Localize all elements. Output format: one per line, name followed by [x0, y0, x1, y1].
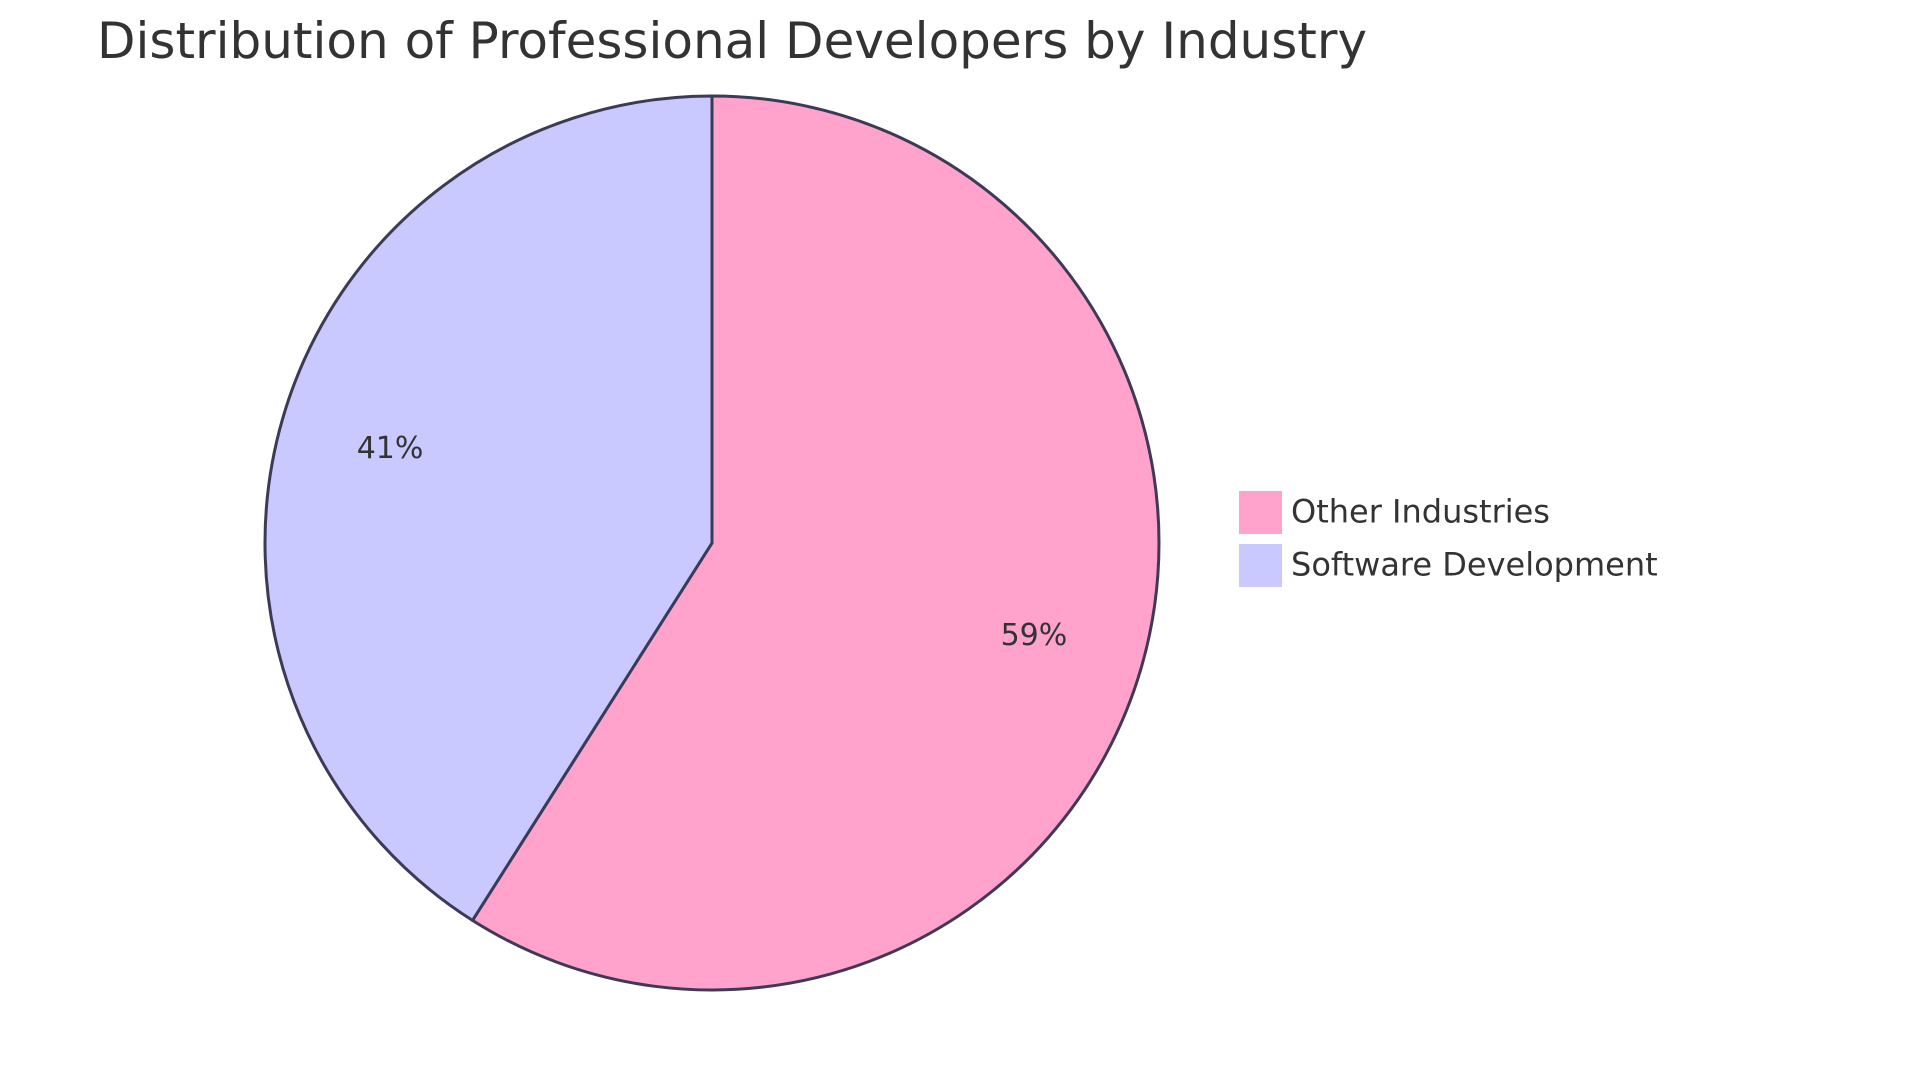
- slice-value-label: 41%: [357, 431, 424, 466]
- pie-slices: [263, 94, 1161, 992]
- legend: Other Industries Software Development: [1237, 489, 1658, 589]
- slice-labels: 59% 41%: [357, 431, 1068, 653]
- legend-swatch: [1237, 542, 1284, 589]
- legend-swatch: [1237, 489, 1284, 536]
- legend-label: Software Development: [1291, 546, 1658, 584]
- pie-slice-other-industries: [470, 94, 1161, 992]
- chart-title: Distribution of Professional Developers …: [97, 12, 1367, 70]
- slice-value-label: 59%: [1001, 618, 1068, 653]
- pie-slice-software-development: [263, 94, 714, 922]
- legend-label: Other Industries: [1291, 493, 1550, 531]
